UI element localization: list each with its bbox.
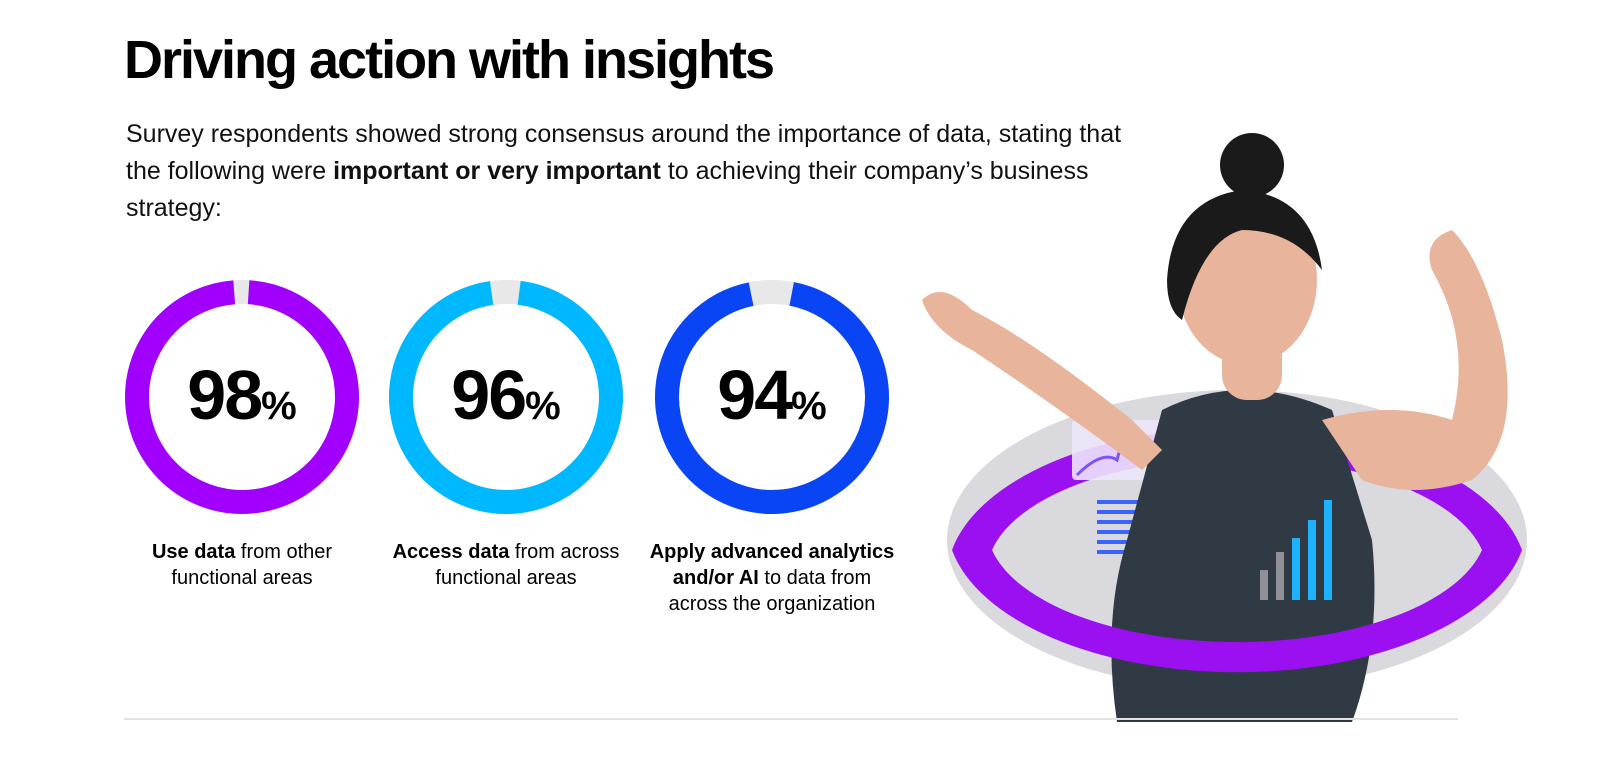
donut-value-label: 94%	[717, 356, 826, 434]
intro-text: Survey respondents showed strong consens…	[126, 116, 1136, 227]
donut-chart-access-data: 96%	[389, 280, 623, 514]
hair-bun	[1220, 133, 1284, 197]
donut-value-arc	[125, 280, 359, 514]
page-title: Driving action with insights	[124, 30, 775, 90]
intro-text-end: to achieving their company’s business st…	[126, 157, 1089, 222]
intro-text-emphasis: important or very important	[333, 157, 661, 185]
caption-rest: to data from across the organization	[668, 567, 876, 615]
caption-rest: from other functional areas	[171, 541, 333, 589]
value-number: 94	[717, 356, 793, 434]
donut-value-label: 96%	[451, 356, 560, 434]
donut-value-arc	[655, 280, 889, 514]
value-number: 96	[451, 356, 525, 434]
ring-front-arc	[952, 550, 1522, 673]
caption-emphasis: Apply advanced analytics and/or AI	[649, 541, 895, 589]
caption-emphasis: Use data	[151, 541, 236, 563]
stat-caption: Apply advanced analytics and/or AI to da…	[642, 539, 902, 617]
stat-card-use-data: 98% Use data from other functional areas	[112, 275, 372, 591]
hologram-bars	[1260, 500, 1332, 600]
donut-chart-use-data: 98%	[125, 280, 359, 514]
value-unit: %	[261, 384, 297, 428]
hair	[1167, 190, 1322, 320]
stat-caption: Use data from other functional areas	[112, 539, 372, 591]
value-number: 98	[187, 356, 261, 434]
hero-illustration	[922, 133, 1527, 722]
donut-value-label: 98%	[187, 356, 296, 434]
left-arm	[922, 292, 1162, 470]
value-unit: %	[791, 384, 827, 428]
intro-text-start: Survey respondents showed strong consens…	[126, 120, 1122, 185]
stat-card-access-data: 96% Access data from across functional a…	[376, 275, 636, 591]
caption-emphasis: Access data	[392, 541, 510, 563]
value-unit: %	[525, 384, 561, 428]
right-arm	[1322, 230, 1508, 490]
stat-caption: Access data from across functional areas	[376, 539, 636, 591]
stat-card-apply-analytics: 94% Apply advanced analytics and/or AI t…	[642, 275, 902, 617]
caption-rest: from across functional areas	[435, 541, 620, 589]
divider	[124, 718, 1458, 720]
donut-chart-apply-analytics: 94%	[655, 280, 889, 514]
